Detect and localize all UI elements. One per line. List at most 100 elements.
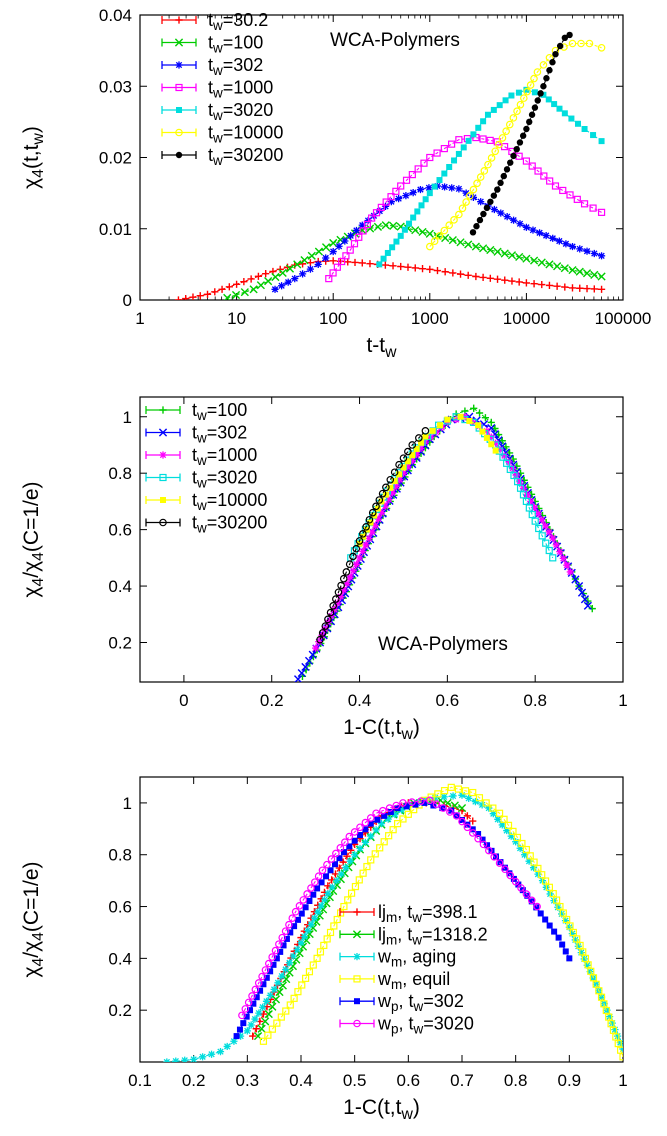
circle-marker xyxy=(458,204,467,213)
legend-label: tw=100 xyxy=(208,33,263,56)
filled-square-marker xyxy=(492,447,499,454)
circle-marker xyxy=(568,39,577,48)
circle-marker xyxy=(577,39,585,48)
star-marker xyxy=(175,61,183,69)
star-marker xyxy=(440,183,449,191)
text-part: w xyxy=(377,991,392,1011)
legend: tw=30.2tw=100tw=302tw=1000tw=3020tw=1000… xyxy=(161,10,283,168)
filled-square-marker xyxy=(460,144,467,151)
text-part: t xyxy=(192,423,197,443)
filled-square-marker xyxy=(257,987,264,994)
circle-marker xyxy=(465,191,474,200)
star-marker xyxy=(314,260,322,268)
star-marker xyxy=(490,205,498,214)
circle-marker xyxy=(526,81,535,89)
circle-marker xyxy=(366,814,375,822)
x-tick-label: 0.6 xyxy=(397,1071,421,1090)
star-marker xyxy=(322,254,330,262)
filled-square-marker xyxy=(387,808,394,815)
plus-marker xyxy=(469,817,477,825)
square-marker xyxy=(389,826,397,834)
cross-marker xyxy=(321,243,331,252)
circle-marker xyxy=(314,872,323,880)
filled-circle-marker xyxy=(480,210,487,218)
circle-marker xyxy=(345,832,354,841)
cross-marker xyxy=(389,221,398,230)
series-line xyxy=(429,42,602,247)
series-5 xyxy=(238,796,541,1020)
text-part: lj xyxy=(378,924,386,944)
square-marker xyxy=(392,187,400,195)
circle-marker xyxy=(326,608,335,617)
square-marker xyxy=(259,1037,268,1045)
filled-square-marker xyxy=(464,821,471,828)
x-tick-label: 0.8 xyxy=(523,691,547,710)
filled-square-marker xyxy=(568,115,575,122)
plus-marker xyxy=(418,265,427,273)
star-marker xyxy=(590,249,598,258)
star-marker xyxy=(577,949,585,957)
filled-square-marker xyxy=(537,910,544,917)
star-marker xyxy=(362,541,370,549)
subscript: w xyxy=(212,153,223,168)
circle-marker xyxy=(533,68,542,76)
star-marker xyxy=(355,554,364,562)
plus-marker xyxy=(218,285,226,293)
star-marker xyxy=(529,226,537,234)
cross-marker xyxy=(231,290,241,300)
plus-marker xyxy=(597,285,606,293)
square-marker xyxy=(619,1053,623,1061)
y-axis-label: χ4/χ4(C=1/e) xyxy=(20,861,47,977)
text-part: , t xyxy=(399,991,414,1011)
subscript: p xyxy=(391,999,399,1014)
star-marker xyxy=(455,185,463,193)
filled-square-marker xyxy=(475,124,482,131)
cross-marker xyxy=(271,995,281,1004)
filled-square-marker xyxy=(240,1020,247,1027)
circle-marker xyxy=(458,817,466,826)
circle-marker xyxy=(484,160,492,169)
square-marker xyxy=(371,850,379,858)
cross-marker xyxy=(264,277,273,286)
y-tick-label: 0.03 xyxy=(99,77,132,96)
filled-square-marker xyxy=(336,855,343,862)
circle-marker xyxy=(502,127,510,136)
filled-square-marker xyxy=(562,948,569,955)
legend-label: tw=10000 xyxy=(208,123,283,146)
circle-marker xyxy=(258,972,266,981)
star-marker xyxy=(616,1038,623,1047)
star-marker xyxy=(494,815,502,823)
legend-label: tw=302 xyxy=(192,423,247,446)
cross-marker xyxy=(486,245,495,255)
filled-square-marker xyxy=(409,452,416,459)
filled-square-marker xyxy=(515,89,522,96)
legend-entry: tw=100 xyxy=(145,400,247,423)
filled-square-marker xyxy=(422,433,429,440)
filled-square-marker xyxy=(414,208,421,215)
square-marker xyxy=(580,200,589,208)
square-marker xyxy=(617,1046,623,1054)
cross-marker xyxy=(307,251,316,260)
star-marker xyxy=(404,463,412,471)
star-marker xyxy=(216,1048,225,1056)
subscript: 4 xyxy=(30,577,47,586)
star-marker xyxy=(496,445,504,454)
circle-marker xyxy=(476,173,485,181)
circle-marker xyxy=(462,198,470,206)
filled-square-marker xyxy=(306,897,313,904)
text-part: w xyxy=(377,1014,392,1034)
circle-marker xyxy=(469,185,478,194)
x-tick-label: 100 xyxy=(319,309,347,328)
star-marker xyxy=(527,497,535,506)
filled-square-marker xyxy=(479,836,486,843)
filled-square-marker xyxy=(497,859,504,866)
filled-square-marker xyxy=(331,861,338,868)
circle-marker xyxy=(254,979,263,987)
legend-entry: wm, equil xyxy=(339,969,450,992)
filled-circle-marker xyxy=(523,125,530,133)
circle-marker xyxy=(468,829,477,837)
square-marker xyxy=(607,1020,615,1028)
star-marker xyxy=(387,198,395,206)
x-tick-label: 0.4 xyxy=(348,691,372,710)
star-marker xyxy=(199,1053,207,1061)
